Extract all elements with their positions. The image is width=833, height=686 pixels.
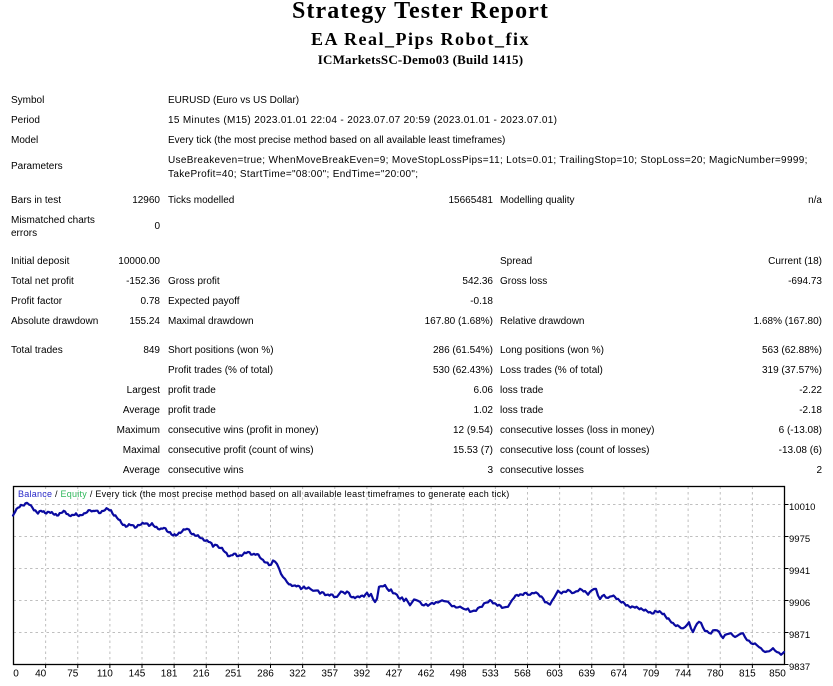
svg-text:110: 110 <box>97 669 113 680</box>
svg-text:75: 75 <box>67 669 79 680</box>
svg-text:357: 357 <box>321 669 338 680</box>
svg-text:251: 251 <box>225 669 242 680</box>
svg-text:9871: 9871 <box>789 630 810 641</box>
svg-text:286: 286 <box>257 669 274 680</box>
svg-text:780: 780 <box>707 669 724 680</box>
svg-text:322: 322 <box>289 669 306 680</box>
svg-text:674: 674 <box>611 669 628 680</box>
svg-text:145: 145 <box>129 669 146 680</box>
svg-text:10010: 10010 <box>789 502 815 513</box>
svg-text:9906: 9906 <box>789 598 810 609</box>
svg-text:533: 533 <box>482 669 499 680</box>
svg-text:568: 568 <box>514 669 531 680</box>
svg-text:216: 216 <box>193 669 210 680</box>
svg-text:639: 639 <box>578 669 595 680</box>
svg-text:392: 392 <box>354 669 371 680</box>
svg-text:9837: 9837 <box>789 662 810 673</box>
svg-text:709: 709 <box>643 669 660 680</box>
svg-text:498: 498 <box>450 669 467 680</box>
svg-text:744: 744 <box>675 669 692 680</box>
svg-text:815: 815 <box>739 669 756 680</box>
svg-text:0: 0 <box>13 669 19 680</box>
svg-text:427: 427 <box>386 669 403 680</box>
svg-text:181: 181 <box>161 669 178 680</box>
svg-text:462: 462 <box>418 669 435 680</box>
svg-text:850: 850 <box>769 669 786 680</box>
svg-text:603: 603 <box>546 669 563 680</box>
svg-text:9941: 9941 <box>789 566 810 577</box>
svg-text:40: 40 <box>35 669 47 680</box>
svg-text:9975: 9975 <box>789 534 810 545</box>
